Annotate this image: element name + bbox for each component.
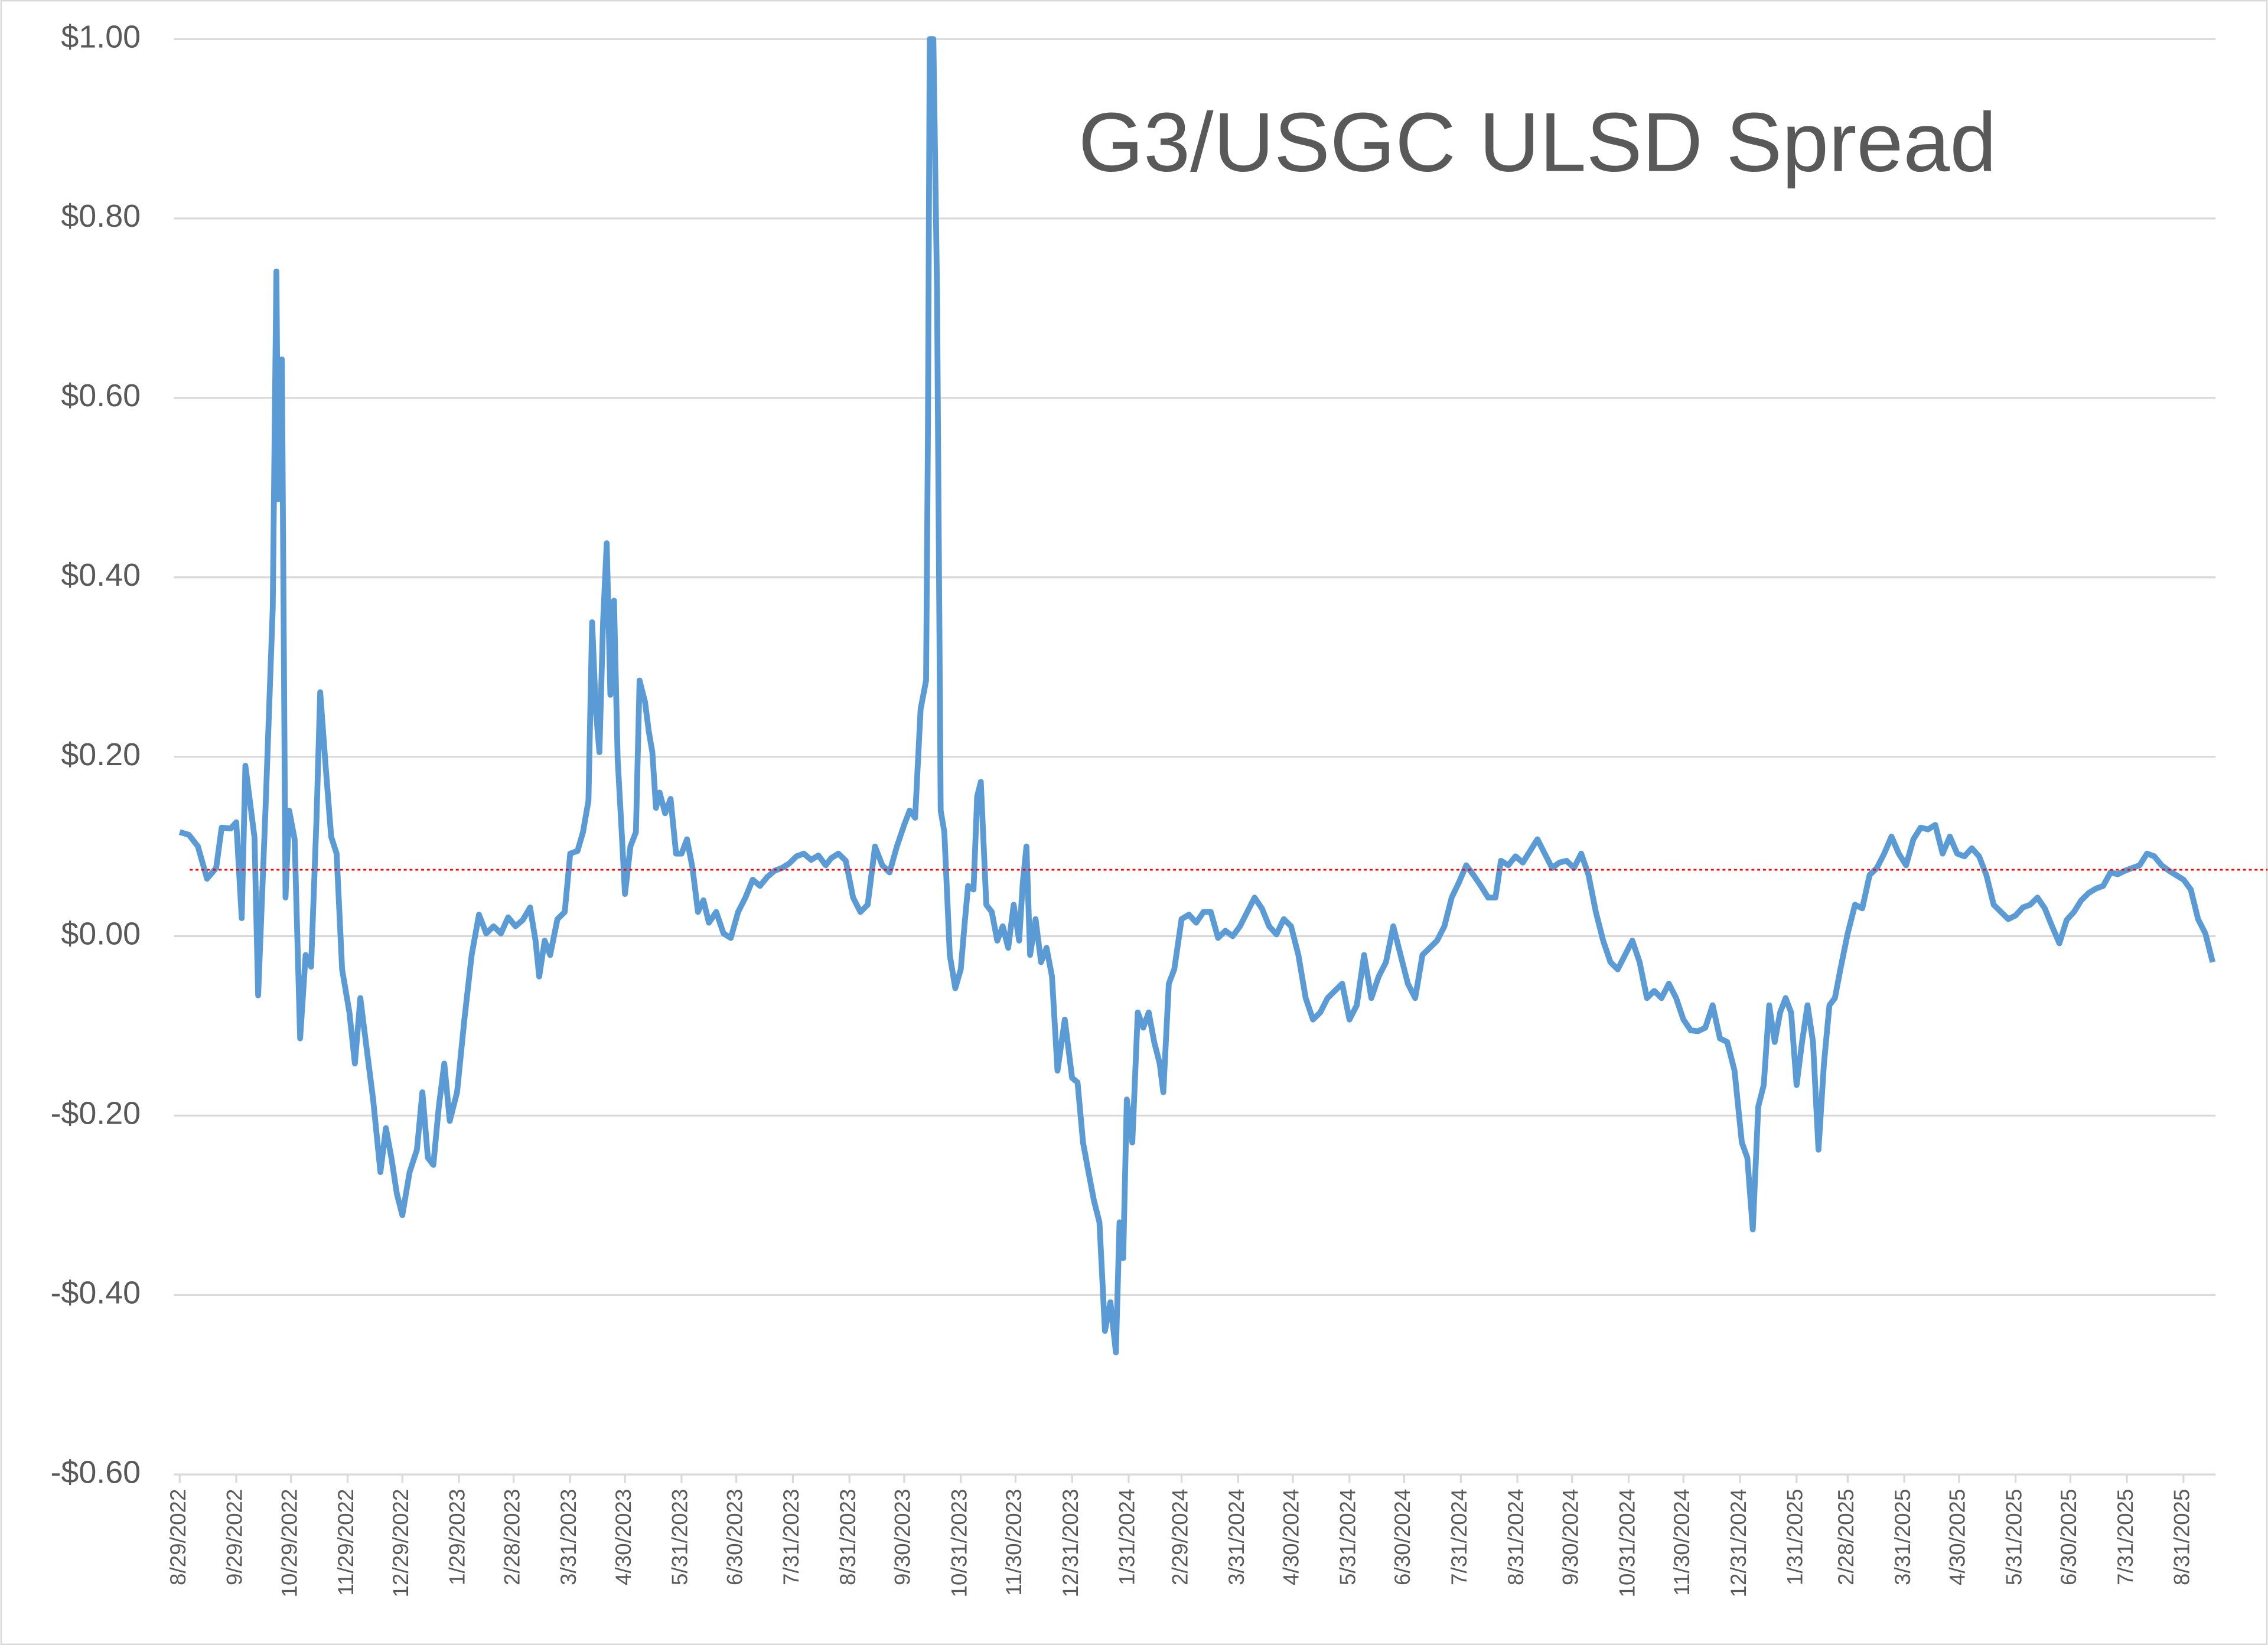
x-tick-label: 4/30/2024 (1279, 1489, 1304, 1585)
x-tick-label: 10/31/2023 (947, 1489, 971, 1598)
x-tick-label: 10/31/2024 (1615, 1489, 1639, 1598)
x-tick-label: 7/31/2025 (2113, 1489, 2137, 1585)
y-tick-label: $0.20 (61, 737, 141, 772)
x-tick-label: 1/31/2024 (1115, 1489, 1139, 1585)
x-tick-label: 3/31/2024 (1224, 1489, 1249, 1585)
x-tick-label: 8/31/2024 (1504, 1489, 1528, 1585)
x-tick-label: 1/29/2023 (445, 1489, 470, 1585)
x-tick-label: 12/29/2022 (389, 1489, 413, 1598)
x-tick-label: 3/31/2025 (1891, 1489, 1915, 1585)
y-tick-label: $0.00 (61, 916, 141, 952)
y-tick-label: -$0.20 (50, 1096, 141, 1131)
y-tick-label: -$0.60 (50, 1454, 141, 1490)
x-tick-label: 8/31/2025 (2170, 1489, 2194, 1585)
x-tick-label: 6/30/2025 (2057, 1489, 2081, 1585)
x-tick-label: 11/30/2024 (1670, 1489, 1694, 1596)
x-tick-label: 9/30/2024 (1558, 1489, 1582, 1585)
x-tick-label: 9/29/2022 (223, 1489, 247, 1585)
y-tick-label: $0.60 (61, 378, 141, 413)
y-tick-label: $0.80 (61, 198, 141, 234)
x-tick-label: 4/30/2025 (1946, 1489, 1970, 1585)
x-tick-label: 5/31/2023 (668, 1489, 692, 1585)
x-tick-label: 8/29/2022 (166, 1489, 190, 1585)
x-tick-label: 5/31/2025 (2002, 1489, 2026, 1585)
x-tick-label: 2/29/2024 (1168, 1489, 1192, 1585)
x-tick-label: 11/30/2023 (1002, 1489, 1026, 1596)
y-tick-label: $0.40 (61, 557, 141, 593)
chart-title: G3/USGC ULSD Spread (1078, 96, 1997, 190)
x-tick-label: 7/31/2024 (1447, 1489, 1471, 1585)
x-tick-label: 12/31/2023 (1058, 1489, 1083, 1598)
y-tick-label: $1.00 (61, 19, 141, 54)
x-tick-label: 3/31/2023 (556, 1489, 581, 1585)
x-tick-label: 11/29/2022 (334, 1489, 358, 1596)
x-tick-label: 2/28/2023 (500, 1489, 524, 1585)
x-tick-label: 7/31/2023 (779, 1489, 803, 1585)
x-tick-label: 8/31/2023 (836, 1489, 860, 1585)
x-tick-label: 10/29/2022 (277, 1489, 301, 1598)
x-tick-label: 6/30/2024 (1390, 1489, 1415, 1585)
y-tick-label: -$0.40 (50, 1275, 141, 1310)
x-tick-label: 1/31/2025 (1783, 1489, 1807, 1585)
data-line (178, 36, 2216, 1356)
x-tick-label: 2/28/2025 (1834, 1489, 1858, 1585)
x-tick-label: 6/30/2023 (722, 1489, 747, 1585)
x-tick-label: 12/31/2024 (1726, 1489, 1751, 1598)
x-tick-label: 5/31/2024 (1336, 1489, 1360, 1585)
x-tick-label: 9/30/2023 (891, 1489, 915, 1585)
x-tick-label: 4/30/2023 (611, 1489, 636, 1585)
